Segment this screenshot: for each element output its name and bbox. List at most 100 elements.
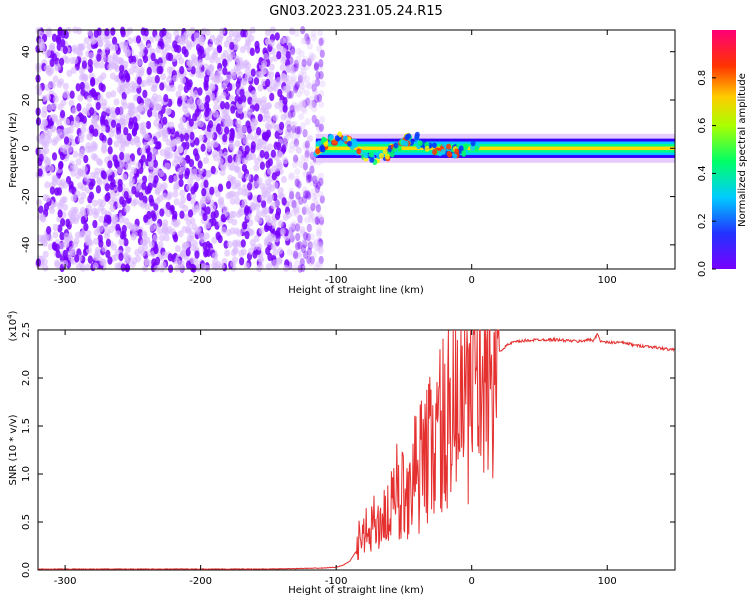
noise-speck [247,96,253,105]
noise-speck [178,260,185,268]
noise-speck [75,263,82,271]
noise-speck [289,76,296,84]
noise-speck [305,36,311,46]
signal-blob [342,135,348,142]
noise-speck [220,226,227,234]
noise-speck [144,236,151,244]
noise-speck [236,229,243,237]
noise-speck [296,214,303,222]
noise-speck [314,78,321,87]
noise-speck [288,56,294,65]
noise-speck [295,242,301,251]
noise-speck [293,102,300,110]
noise-speck [312,175,318,184]
noise-speck [250,141,256,150]
noise-speck [291,105,298,113]
noise-speck [87,255,93,264]
noise-speck [43,64,50,72]
noise-speck [259,182,266,191]
noise-speck [123,190,129,200]
noise-speck [260,96,267,104]
noise-speck [300,154,307,162]
noise-speck [295,47,302,56]
noise-speck [211,150,218,158]
noise-speck [316,93,322,103]
noise-speck [189,256,196,265]
noise-speck [315,204,321,213]
noise-speck [187,209,194,218]
noise-speck [300,263,306,273]
noise-speck [121,173,128,181]
noise-speck [83,154,89,164]
noise-speck [205,169,212,178]
noise-speck [305,81,312,89]
noise-speck [112,154,118,163]
noise-speck [145,120,152,130]
noise-speck [264,29,271,37]
noise-speck [276,150,283,158]
noise-speck [176,98,183,107]
noise-speck [293,82,299,92]
noise-speck [74,190,81,198]
noise-speck [120,140,127,148]
noise-speck [206,68,213,76]
snr-y-axis: 0.0 0.5 1.0 1.5 2.0 2.5 [21,322,675,578]
noise-speck [146,66,152,76]
noise-speck [86,95,93,103]
noise-speck [292,143,299,151]
noise-speck [300,76,307,84]
noise-speck [302,239,308,249]
noise-speck [44,181,51,189]
noise-speck [194,152,200,162]
noise-speck [210,211,216,220]
noise-speck [303,231,309,241]
noise-speck [311,85,318,94]
noise-speck [317,241,324,249]
noise-speck [59,57,65,67]
noise-speck [272,248,279,257]
noise-speck [237,96,243,105]
noise-speck [300,66,307,75]
noise-speck [235,131,242,140]
signal-blob [417,140,423,147]
noise-speck [234,197,241,205]
colorbar-tick-label: 0.4 [697,165,708,181]
noise-speck [98,61,105,69]
noise-speck [203,179,209,189]
noise-speck [112,44,119,52]
colorbar-tick-label: 0.6 [697,118,708,134]
noise-speck [124,87,131,95]
noise-speck [101,171,107,180]
noise-speck [39,133,46,142]
noise-speck [272,114,279,122]
noise-speck [115,223,121,233]
noise-speck [79,81,85,91]
noise-speck [91,199,98,207]
noise-speck [44,194,51,203]
noise-speck [93,29,99,38]
noise-speck [288,105,295,113]
signal-blob [470,140,476,147]
noise-speck [181,46,187,55]
noise-speck [120,29,126,38]
noise-speck [177,145,184,154]
noise-speck [307,56,314,64]
signal-blob [346,140,352,147]
signal-blob [352,138,358,145]
noise-speck [186,183,193,192]
signal-blob [384,153,390,160]
noise-speck [318,59,324,68]
noise-speck [115,122,122,132]
noise-speck [127,109,134,117]
noise-speck [189,231,196,239]
noise-speck [86,29,93,37]
noise-speck [83,222,89,232]
noise-speck [119,196,125,205]
noise-speck [182,36,189,44]
noise-speck [189,92,196,100]
noise-speck [234,140,241,148]
noise-speck [316,229,323,237]
noise-speck [120,263,126,272]
noise-speck [319,36,326,45]
noise-speck [142,264,149,273]
